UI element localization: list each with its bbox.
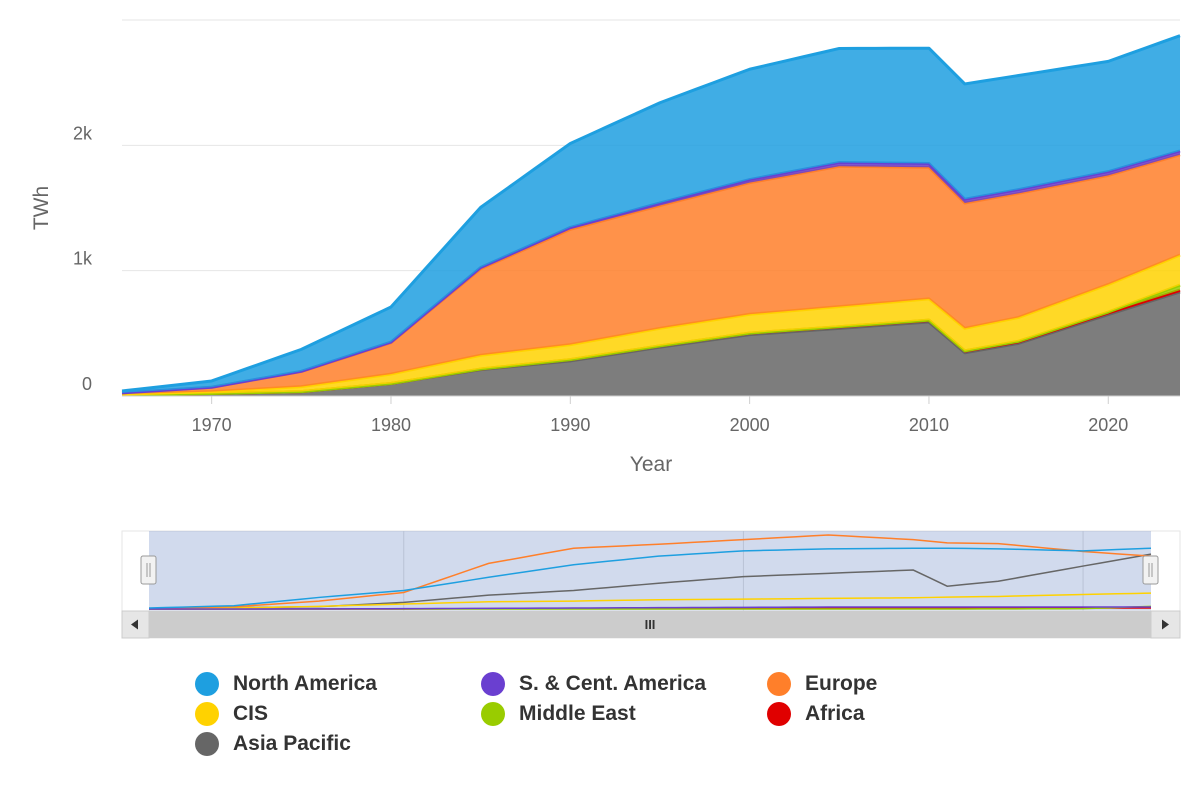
legend-label: Europe (805, 672, 878, 695)
legend-marker (481, 702, 505, 726)
legend-label: S. & Cent. America (519, 672, 707, 695)
navigator-series-lines (148, 534, 1152, 610)
area-asia-pacific (122, 291, 1180, 396)
legend-label: North America (233, 672, 377, 695)
navigator-line-cis (148, 592, 1152, 610)
area-edge-cis (121, 253, 1181, 396)
stacked-areas (121, 34, 1181, 397)
legend-item-africa[interactable]: Africa (767, 701, 865, 727)
x-tick-label: 1990 (550, 415, 590, 435)
scroll-right-arrow-icon (1162, 619, 1169, 630)
legend-marker (767, 702, 791, 726)
navigator-line-s-cent-america (149, 606, 1151, 610)
legend-item-s-cent-america[interactable]: S. & Cent. America (481, 671, 706, 697)
legend-label: CIS (233, 702, 269, 725)
legend-item-asia-pacific[interactable]: Asia Pacific (195, 731, 351, 757)
x-tick-marks (211, 396, 1109, 404)
legend-label: Asia Pacific (233, 732, 351, 755)
scrollbar-thumb[interactable] (149, 611, 1151, 638)
x-tick-label: 1970 (192, 415, 232, 435)
grip-lines-icon: III (645, 617, 656, 632)
x-axis-title: Year (630, 453, 672, 476)
legend-marker (195, 702, 219, 726)
navigator-line-north-america (148, 547, 1152, 609)
navigator-gridlines (403, 531, 1084, 611)
x-tick-label: 2010 (909, 415, 949, 435)
legend-marker (195, 672, 219, 696)
legend-label: Africa (805, 702, 865, 725)
legend-item-middle-east[interactable]: Middle East (481, 701, 636, 727)
scrollbar-left-button[interactable] (121, 610, 150, 639)
x-tick-label: 2020 (1088, 415, 1128, 435)
legend-item-cis[interactable]: CIS (195, 701, 268, 727)
y-tick-label: 2k (73, 123, 93, 143)
scrollbar-right-button[interactable] (1150, 610, 1181, 639)
y-tick-label: 0 (82, 374, 92, 394)
navigator-handle-right[interactable] (1142, 555, 1159, 585)
legend-item-north-america[interactable]: North America (195, 671, 377, 697)
x-tick-label: 1980 (371, 415, 411, 435)
legend-item-europe[interactable]: Europe (767, 671, 877, 697)
area-edge-north-america (121, 34, 1181, 393)
legend-label: Middle East (519, 702, 636, 725)
navigator-line-europe (148, 534, 1152, 610)
y-axis-title: TWh (30, 186, 53, 230)
legend-marker (195, 732, 219, 756)
scroll-left-arrow-icon (131, 619, 138, 630)
legend-marker (481, 672, 505, 696)
area-north-america (122, 35, 1180, 393)
area-europe (122, 154, 1180, 395)
legend-marker (767, 672, 791, 696)
x-tick-label: 2000 (730, 415, 770, 435)
y-tick-label: 1k (73, 249, 93, 269)
x-tick-labels: 1970 1980 1990 2000 2010 2020 (192, 415, 1129, 435)
navigator[interactable]: III (121, 530, 1181, 639)
y-tick-labels: 0 1k 2k (73, 123, 93, 394)
navigator-handle-left[interactable] (140, 555, 157, 585)
